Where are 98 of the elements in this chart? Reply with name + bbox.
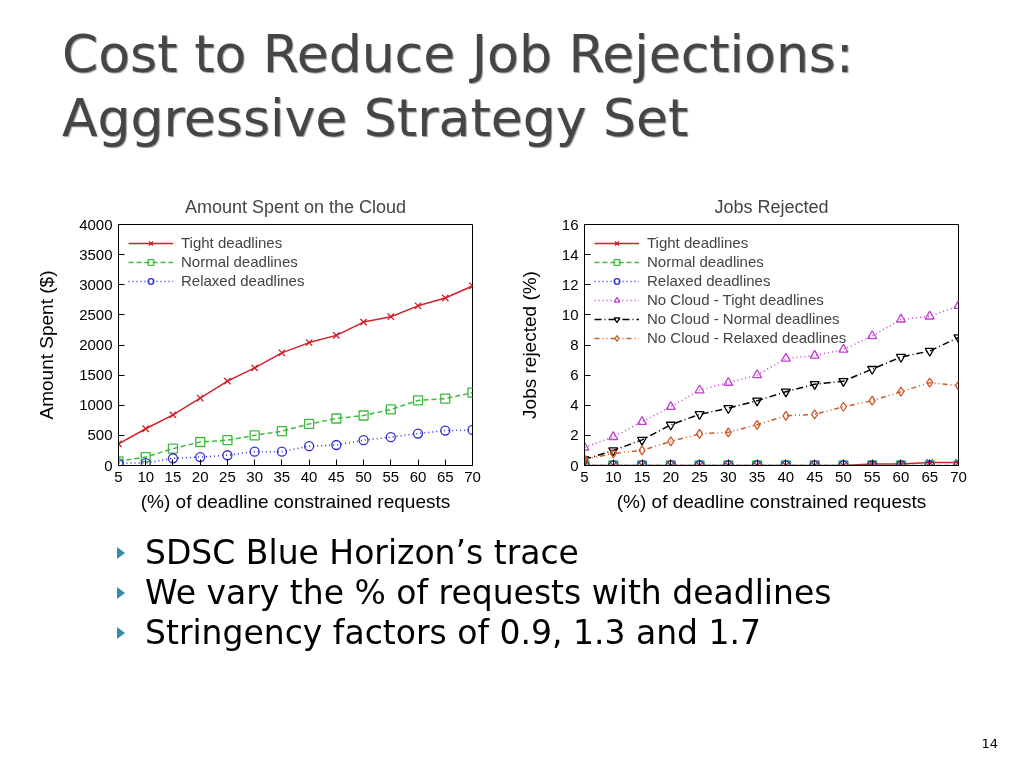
- y-tick-label: 1500: [79, 366, 113, 384]
- point: [414, 302, 422, 310]
- x-tick-label: 10: [604, 467, 622, 485]
- point: [140, 451, 151, 463]
- legend-label: Relaxed deadlines: [181, 272, 305, 289]
- legend-label: No Cloud - Tight deadlines: [647, 291, 824, 308]
- y-tick-label: 12: [561, 275, 579, 293]
- text: 14: [981, 735, 998, 754]
- point: [386, 312, 395, 321]
- legend-label: Normal deadlines: [647, 253, 764, 270]
- x-tick-label: 30: [246, 467, 263, 485]
- point: [167, 453, 179, 464]
- point: [222, 435, 233, 446]
- point: [249, 446, 260, 457]
- point: [276, 446, 288, 457]
- point: [359, 318, 368, 326]
- x-tick-label: 20: [191, 467, 209, 485]
- legend-label: No Cloud - Relaxed deadlines: [647, 329, 847, 346]
- point: [441, 294, 450, 302]
- x-tick-label: 35: [273, 467, 291, 485]
- legend-label: Tight deadlines: [181, 234, 283, 251]
- x-tick-label: 35: [748, 467, 766, 485]
- x-tick-label: 10: [137, 467, 155, 485]
- point: [303, 441, 315, 452]
- x-tick-label: 55: [382, 467, 400, 485]
- x-tick-label: 25: [219, 467, 236, 485]
- y-tick-label: 500: [87, 426, 113, 444]
- point: [195, 451, 206, 463]
- y-axis-title: Jobs rejected (%): [518, 271, 540, 419]
- x-tick-label: 55: [863, 467, 881, 485]
- x-tick-label: 15: [633, 467, 651, 485]
- x-tick-label: 60: [892, 467, 910, 485]
- y-tick-label: 4000: [79, 215, 113, 233]
- legend-label: Relaxed deadlines: [647, 272, 771, 289]
- y-tick-label: 1000: [79, 396, 113, 414]
- point: [331, 413, 342, 424]
- x-tick-label: 25: [691, 467, 708, 485]
- x-tick-label: 40: [300, 467, 318, 485]
- point: [250, 364, 259, 372]
- y-tick-label: 14: [561, 245, 579, 263]
- text: We vary the % of requests with deadlines: [145, 573, 832, 612]
- text: SDSC Blue Horizon’s trace: [145, 533, 579, 572]
- point: [196, 394, 205, 402]
- x-tick-label: 50: [835, 467, 852, 485]
- y-tick-label: 4: [570, 396, 579, 414]
- point: [385, 432, 396, 443]
- point: [223, 377, 232, 385]
- y-tick-label: 16: [561, 215, 579, 233]
- y-axis-title: Amount Spent ($): [36, 270, 58, 420]
- point: [222, 450, 233, 461]
- x-tick-label: 70: [950, 467, 967, 485]
- y-tick-label: 0: [570, 456, 579, 474]
- point: [385, 404, 396, 415]
- x-tick-label: 45: [328, 467, 345, 485]
- point: [249, 430, 260, 441]
- point: [331, 439, 342, 451]
- x-tick-label: 30: [720, 467, 737, 485]
- x-tick-label: 20: [662, 467, 680, 485]
- point: [440, 425, 451, 436]
- y-tick-label: 2000: [79, 336, 113, 353]
- y-tick-label: 2500: [79, 305, 113, 323]
- point: [140, 457, 151, 466]
- chart-title: Amount Spent on the Cloud: [184, 196, 407, 217]
- y-tick-label: 3000: [79, 275, 113, 293]
- x-tick-label: 70: [464, 467, 481, 485]
- point: [303, 418, 315, 430]
- text: Cost to Reduce Job Rejections: Aggressive Strategy Set: [61, 23, 855, 150]
- x-tick-label: 50: [355, 467, 372, 485]
- y-tick-label: 0: [104, 456, 113, 474]
- point: [167, 443, 179, 454]
- x-tick-label: 65: [436, 467, 454, 485]
- point: [358, 435, 369, 446]
- y-tick-label: 2: [570, 426, 579, 444]
- point: [412, 395, 424, 406]
- x-axis-title: (%) of deadline constrained requests: [616, 490, 927, 512]
- text: Stringency factors of 0.9, 1.3 and 1.7: [145, 613, 762, 652]
- x-tick-label: 40: [777, 467, 795, 485]
- x-tick-label: 5: [580, 467, 589, 485]
- x-tick-label: 65: [921, 467, 939, 485]
- point: [195, 436, 206, 448]
- chart-title: Jobs Rejected: [714, 196, 829, 217]
- x-tick-label: 5: [114, 467, 123, 485]
- point: [440, 393, 451, 404]
- x-tick-label: 60: [409, 467, 427, 485]
- legend-label: No Cloud - Normal deadlines: [647, 310, 840, 327]
- y-tick-label: 6: [570, 366, 579, 384]
- point: [276, 426, 288, 437]
- x-tick-label: 15: [164, 467, 182, 485]
- x-tick-label: 45: [806, 467, 823, 485]
- x-axis-title: (%) of deadline constrained requests: [140, 490, 451, 512]
- y-tick-label: 10: [561, 305, 579, 323]
- legend-label: Tight deadlines: [647, 234, 749, 251]
- point: [412, 428, 424, 439]
- point: [305, 338, 313, 347]
- y-tick-label: 3500: [79, 245, 113, 263]
- y-tick-label: 8: [570, 336, 579, 353]
- point: [358, 410, 369, 421]
- legend-label: Normal deadlines: [181, 253, 298, 270]
